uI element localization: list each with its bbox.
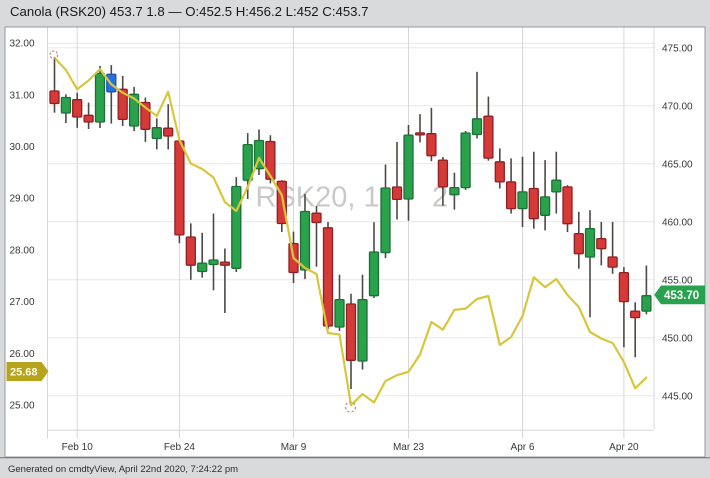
svg-text:25.68: 25.68 [10,366,38,378]
svg-text:Apr 20: Apr 20 [609,442,639,453]
svg-text:RSK20, 1: RSK20, 1 [256,182,380,214]
svg-text:Mar 9: Mar 9 [281,442,307,453]
svg-text:465.00: 465.00 [662,159,693,170]
svg-text:Mar 23: Mar 23 [393,442,425,453]
svg-text:475.00: 475.00 [662,43,693,54]
svg-text:28.00: 28.00 [10,245,35,256]
svg-text:25.00: 25.00 [10,401,35,412]
svg-text:460.00: 460.00 [662,217,693,228]
svg-text:31.00: 31.00 [10,90,35,101]
svg-text:Feb 10: Feb 10 [62,442,94,453]
svg-text:30.00: 30.00 [10,142,35,153]
svg-text:Canola (RSK20) 453.7 1.8 — O:4: Canola (RSK20) 453.7 1.8 — O:452.5 H:456… [10,4,369,19]
svg-text:32.00: 32.00 [10,39,35,50]
svg-text:470.00: 470.00 [662,101,693,112]
svg-text:26.00: 26.00 [10,349,35,360]
svg-text:450.00: 450.00 [662,333,693,344]
svg-text:2: 2 [432,182,448,214]
svg-text:453.70: 453.70 [664,290,699,302]
svg-text:29.00: 29.00 [10,194,35,205]
svg-text:445.00: 445.00 [662,391,693,402]
svg-text:Feb 24: Feb 24 [164,442,196,453]
svg-text:Apr 6: Apr 6 [511,442,535,453]
svg-text:455.00: 455.00 [662,275,693,286]
svg-text:27.00: 27.00 [10,297,35,308]
svg-text:Generated on cmdtyView, April: Generated on cmdtyView, April 22nd 2020,… [8,464,238,475]
